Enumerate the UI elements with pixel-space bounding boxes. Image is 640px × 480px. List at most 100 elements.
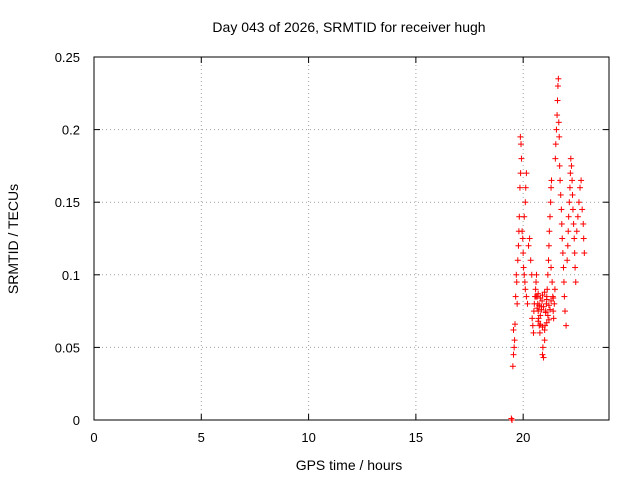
- data-point: [544, 286, 551, 293]
- y-tick-label: 0.2: [62, 123, 80, 138]
- data-point: [533, 279, 540, 286]
- data-point: [558, 220, 565, 227]
- data-point: [541, 337, 548, 344]
- y-tick-label: 0.1: [62, 268, 80, 283]
- data-point: [581, 250, 588, 257]
- data-point: [537, 312, 544, 319]
- data-point: [570, 220, 577, 227]
- y-tick-label: 0.15: [55, 195, 80, 210]
- data-point: [521, 271, 528, 278]
- y-tick-label: 0.05: [55, 340, 80, 355]
- data-point: [569, 191, 576, 198]
- data-point: [545, 257, 552, 264]
- data-point: [523, 293, 530, 300]
- data-point: [551, 300, 558, 307]
- data-point: [562, 308, 569, 315]
- x-tick-labels: 0 5 10 15 20: [90, 430, 530, 445]
- data-point: [548, 177, 555, 184]
- data-point: [554, 112, 561, 119]
- data-point: [561, 293, 568, 300]
- data-point: [546, 306, 553, 313]
- data-point: [521, 279, 528, 286]
- data-point: [552, 155, 559, 162]
- data-point: [513, 271, 520, 278]
- data-point: [547, 199, 554, 206]
- data-point: [568, 162, 575, 169]
- y-tick-label: 0: [73, 413, 80, 428]
- data-point: [557, 191, 564, 198]
- axis-ticks: [93, 56, 609, 421]
- data-point: [532, 286, 539, 293]
- data-point: [520, 264, 527, 271]
- data-point: [536, 329, 543, 336]
- data-point: [569, 177, 576, 184]
- data-point: [543, 296, 550, 303]
- scatter-points: [508, 75, 588, 423]
- data-point: [545, 242, 552, 249]
- data-point: [541, 326, 548, 333]
- data-point: [559, 250, 566, 257]
- data-point: [513, 279, 520, 286]
- data-point: [580, 220, 587, 227]
- y-tick-labels: 0 0.05 0.1 0.15 0.2 0.25: [55, 50, 80, 428]
- data-point: [510, 351, 517, 358]
- data-point: [579, 206, 586, 213]
- data-point: [524, 300, 531, 307]
- y-axis-label: SRMTID / TECUs: [5, 184, 21, 294]
- data-point: [549, 279, 556, 286]
- y-tick-label: 0.25: [55, 50, 80, 65]
- data-point: [541, 289, 548, 296]
- data-point: [572, 264, 579, 271]
- data-point: [519, 228, 526, 235]
- data-point: [555, 119, 562, 126]
- data-point: [555, 75, 562, 82]
- data-point: [535, 308, 542, 315]
- plot-frame: [93, 56, 610, 421]
- data-point: [514, 257, 521, 264]
- data-point: [509, 363, 516, 370]
- data-point: [563, 322, 570, 329]
- data-point: [550, 295, 557, 302]
- data-point: [515, 242, 522, 249]
- data-point: [525, 242, 532, 249]
- data-point: [567, 170, 574, 177]
- data-point: [521, 213, 528, 220]
- x-tick-label: 10: [301, 430, 315, 445]
- data-point: [544, 312, 551, 319]
- x-axis-label: GPS time / hours: [296, 457, 403, 473]
- data-point: [546, 213, 553, 220]
- data-point: [574, 213, 581, 220]
- data-point: [533, 271, 540, 278]
- data-point: [540, 354, 547, 361]
- data-point: [571, 250, 578, 257]
- data-point: [545, 316, 552, 323]
- data-point: [510, 326, 517, 333]
- data-point: [560, 264, 567, 271]
- data-point: [565, 228, 572, 235]
- data-point: [518, 141, 525, 148]
- data-point: [539, 351, 546, 358]
- data-point: [517, 133, 524, 140]
- data-point: [550, 315, 557, 322]
- data-point: [520, 250, 527, 257]
- x-tick-label: 5: [198, 430, 205, 445]
- data-point: [519, 235, 526, 242]
- data-point: [516, 184, 523, 191]
- data-point: [564, 257, 571, 264]
- data-point: [511, 344, 518, 351]
- data-point: [578, 177, 585, 184]
- data-point: [567, 155, 574, 162]
- data-point: [577, 184, 584, 191]
- data-point: [514, 300, 521, 307]
- data-point: [569, 206, 576, 213]
- data-point: [575, 199, 582, 206]
- chart-title: Day 043 of 2026, SRMTID for receiver hug…: [212, 19, 485, 35]
- data-point: [557, 177, 564, 184]
- x-tick-label: 15: [409, 430, 423, 445]
- data-point: [529, 322, 536, 329]
- x-tick-label: 20: [516, 430, 530, 445]
- data-point: [535, 290, 542, 297]
- data-point: [522, 286, 529, 293]
- data-point: [556, 133, 563, 140]
